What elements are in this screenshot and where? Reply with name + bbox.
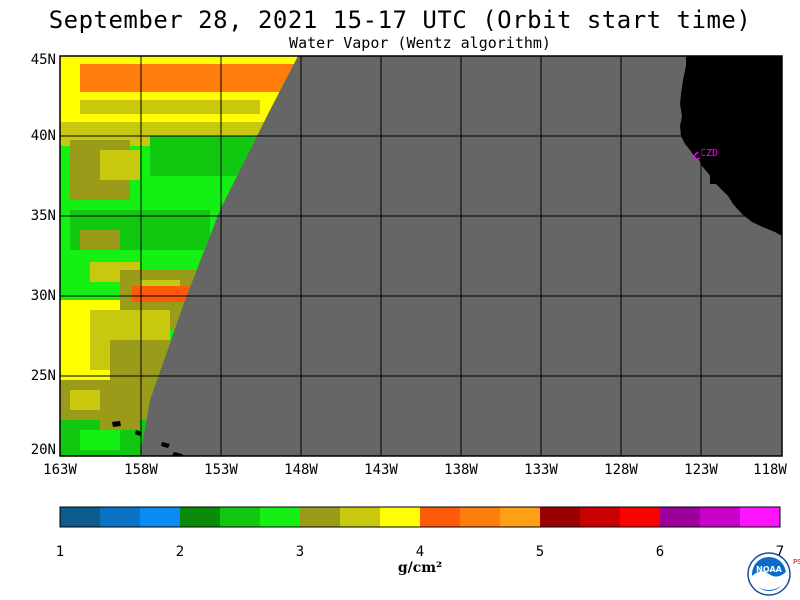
colorbar-label-1: 1 bbox=[55, 544, 65, 560]
noaa-logo-text: NOAA bbox=[756, 565, 782, 574]
colorbar-label-4: 4 bbox=[415, 544, 425, 560]
colorbar-swatch bbox=[340, 507, 381, 527]
station-label: CZD bbox=[700, 148, 718, 159]
map-subtitle: Water Vapor (Wentz algorithm) bbox=[289, 34, 551, 52]
psl-text: PSL bbox=[793, 558, 800, 566]
colorbar-swatch bbox=[220, 507, 261, 527]
lon-label-133w: 133W bbox=[524, 462, 558, 478]
lat-label-40n: 40N bbox=[30, 128, 56, 144]
lon-label-138w: 138W bbox=[444, 462, 478, 478]
lat-label-30n: 30N bbox=[30, 288, 56, 304]
colorbar-frame bbox=[59, 506, 781, 528]
colorbar-label-6: 6 bbox=[655, 544, 665, 560]
lat-label-20n: 20N bbox=[30, 442, 56, 458]
graticule bbox=[60, 56, 782, 456]
colorbar-swatch bbox=[460, 507, 501, 527]
lat-label-45n: 45N bbox=[30, 52, 56, 68]
hawaii-islands bbox=[112, 421, 184, 456]
land-north-america bbox=[680, 56, 782, 236]
colorbar-swatch bbox=[260, 507, 301, 527]
colorbar-swatch bbox=[140, 507, 181, 527]
colorbar-swatch bbox=[380, 507, 421, 527]
lon-label-143w: 143W bbox=[364, 462, 398, 478]
colorbar-swatch bbox=[180, 507, 221, 527]
colorbar-swatch bbox=[580, 507, 621, 527]
colorbar-label-3: 3 bbox=[295, 544, 305, 560]
colorbar-unit: g/cm² bbox=[397, 560, 443, 576]
colorbar-swatch bbox=[540, 507, 581, 527]
colorbar-label-7: 7 bbox=[775, 544, 785, 560]
map-title: September 28, 2021 15-17 UTC (Orbit star… bbox=[48, 6, 752, 34]
colorbar-swatch bbox=[660, 507, 701, 527]
noaa-logo-icon: NOAA bbox=[747, 552, 791, 596]
lat-label-35n: 35N bbox=[30, 208, 56, 224]
colorbar-swatch bbox=[620, 507, 661, 527]
map-frame bbox=[59, 55, 783, 457]
colorbar-swatch bbox=[300, 507, 341, 527]
lon-label-148w: 148W bbox=[284, 462, 318, 478]
land-patch bbox=[710, 176, 718, 184]
lon-label-128w: 128W bbox=[604, 462, 638, 478]
lon-label-153w: 153W bbox=[204, 462, 238, 478]
station-marker: CZD bbox=[693, 148, 718, 162]
lon-label-118w: 118W bbox=[753, 462, 787, 478]
colorbar-label-2: 2 bbox=[175, 544, 185, 560]
colorbar-swatch bbox=[500, 507, 541, 527]
colorbar-swatch bbox=[100, 507, 141, 527]
lon-label-158w: 158W bbox=[124, 462, 158, 478]
colorbar-swatch bbox=[60, 507, 101, 527]
colorbar-swatch bbox=[700, 507, 741, 527]
colorbar-swatch bbox=[420, 507, 461, 527]
colorbar-swatch bbox=[740, 507, 781, 527]
colorbar-label-5: 5 bbox=[535, 544, 545, 560]
colorbar bbox=[60, 507, 781, 527]
lon-label-123w: 123W bbox=[684, 462, 718, 478]
lat-label-25n: 25N bbox=[30, 368, 56, 384]
lon-label-163w: 163W bbox=[43, 462, 77, 478]
